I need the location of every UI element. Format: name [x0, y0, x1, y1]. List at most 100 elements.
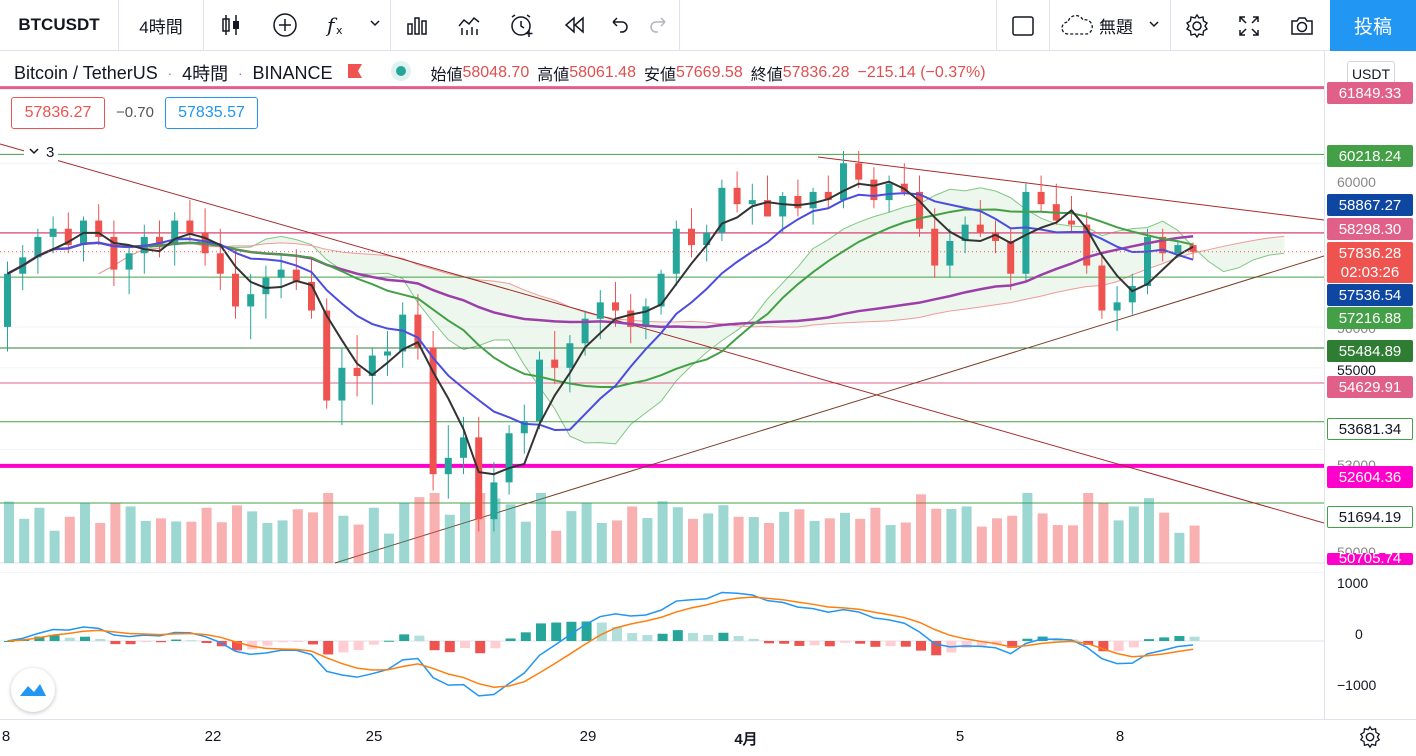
candle-body: [627, 310, 635, 327]
cloud-span-b: [98, 235, 1285, 328]
macd-histogram-bar: [156, 641, 166, 643]
volume-bar: [338, 515, 349, 563]
macd-histogram-bar: [384, 640, 394, 642]
redo-button[interactable]: [639, 0, 679, 51]
candle-body: [292, 269, 300, 282]
save-layout-button[interactable]: 無題: [1050, 0, 1170, 51]
indicator-toggle[interactable]: 3: [24, 142, 59, 162]
templates-button[interactable]: [443, 0, 495, 51]
candle-body: [1174, 245, 1182, 254]
macd-histogram-bar: [855, 641, 866, 644]
macd-histogram-bar: [794, 641, 805, 646]
ask-price-button[interactable]: 57835.57: [165, 97, 258, 129]
candle: [931, 208, 939, 278]
candle: [1159, 228, 1167, 262]
publish-button[interactable]: 投稿: [1330, 0, 1416, 51]
candle-body: [384, 351, 391, 356]
macd-histogram-bar: [460, 641, 470, 649]
volume-bar: [292, 509, 303, 563]
volume-bar: [186, 521, 197, 563]
candle: [399, 302, 407, 368]
toolbar-divider: [1049, 0, 1050, 51]
volume-bar: [520, 521, 531, 563]
volume-bar: [1083, 493, 1094, 563]
volume-bar: [414, 497, 425, 563]
price-label: 54629.91: [1327, 376, 1413, 398]
macd-histogram-bar: [505, 638, 516, 641]
volume-bar: [444, 514, 455, 563]
macd-histogram-bar: [140, 641, 151, 643]
volume-bar: [64, 516, 75, 563]
macd-histogram-bar: [551, 622, 562, 641]
macd-histogram-bar: [520, 632, 531, 641]
candle-body: [779, 196, 787, 217]
bid-price-button[interactable]: 57836.27: [11, 97, 105, 129]
volume-bar: [490, 498, 501, 563]
candle: [110, 220, 118, 286]
volume-bar: [1174, 532, 1185, 563]
candle-body: [429, 347, 437, 475]
macd-tick: 0: [1355, 626, 1363, 642]
candle-body: [642, 306, 650, 327]
candle-body: [1068, 220, 1075, 225]
candlesticks: [4, 151, 1197, 532]
chart-type-button[interactable]: [204, 0, 258, 51]
layout-button[interactable]: [997, 0, 1049, 51]
candle-body: [490, 482, 498, 520]
alert-button[interactable]: [495, 0, 549, 51]
market-status-icon[interactable]: [390, 60, 412, 87]
financials-button[interactable]: [391, 0, 443, 51]
chart-settings-gear-icon[interactable]: [1358, 725, 1382, 754]
candle: [308, 257, 315, 319]
candle: [1068, 196, 1075, 233]
volume-bars: [4, 493, 1200, 563]
volume-bar: [1037, 513, 1048, 563]
price-tick: 55000: [1337, 362, 1376, 378]
candle: [916, 175, 923, 237]
volume-bar: [171, 521, 182, 563]
candle: [232, 249, 239, 319]
interval-button[interactable]: 4時間: [139, 17, 183, 37]
candle-body: [125, 253, 133, 270]
candle-body: [931, 228, 939, 266]
candle-body: [672, 228, 680, 274]
cloud-area: [98, 187, 1285, 444]
macd-histogram-bar: [916, 641, 926, 651]
replay-button[interactable]: [549, 0, 599, 51]
macd-histogram-bar: [596, 622, 607, 641]
compare-button[interactable]: [258, 0, 312, 51]
macd-histogram-bar: [733, 636, 744, 641]
candle-body: [946, 241, 954, 266]
candle: [460, 416, 467, 475]
symbol-search-button[interactable]: BTCUSDT: [18, 15, 100, 34]
candle: [216, 228, 224, 291]
toolbar-divider: [390, 0, 391, 51]
volume-bar: [505, 504, 516, 563]
candle: [125, 245, 133, 295]
high-label: 高値: [537, 67, 570, 84]
tradingview-logo[interactable]: [11, 668, 55, 712]
indicators-dropdown[interactable]: [360, 0, 390, 51]
candle-body: [688, 228, 695, 246]
price-chart[interactable]: [0, 51, 1324, 719]
volume-bar: [201, 507, 212, 563]
fullscreen-button[interactable]: [1223, 0, 1275, 51]
flag-icon[interactable]: [346, 62, 364, 85]
legend-title[interactable]: Bitcoin / TetherUS: [14, 62, 158, 83]
snapshot-button[interactable]: [1275, 0, 1329, 51]
candle: [870, 167, 878, 209]
candle: [1052, 183, 1060, 225]
macd-histogram-bar: [110, 641, 121, 645]
volume-bar: [931, 508, 942, 563]
time-axis[interactable]: 8 22 25 29 4月 5 8: [0, 719, 1416, 756]
time-tick: 25: [365, 728, 383, 745]
settings-button[interactable]: [1171, 0, 1223, 51]
volume-bar: [19, 518, 30, 563]
candle-body: [1098, 265, 1106, 311]
volume-bar: [308, 512, 318, 563]
macd-histogram-bar: [308, 641, 318, 645]
price-label: 60218.24: [1327, 145, 1413, 167]
undo-button[interactable]: [599, 0, 639, 51]
price-axis[interactable]: USDT 60000 56000 55000 53000 50000 1000 …: [1324, 51, 1416, 719]
